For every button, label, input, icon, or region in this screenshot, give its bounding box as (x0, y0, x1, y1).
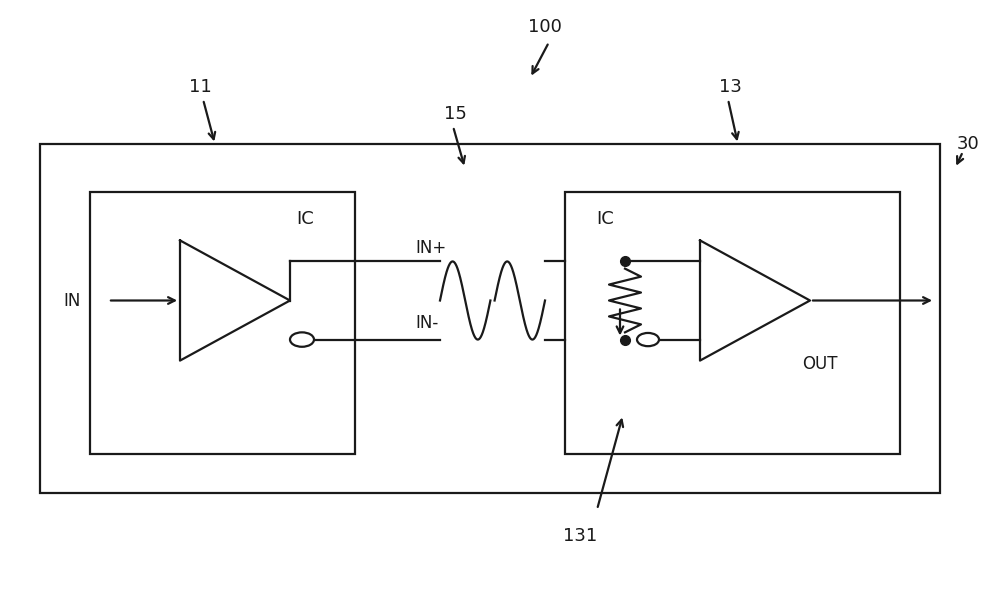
Text: OUT: OUT (802, 355, 838, 373)
Text: 131: 131 (563, 527, 597, 545)
Text: 11: 11 (189, 78, 211, 96)
Text: 30: 30 (957, 135, 979, 153)
Text: IN+: IN+ (415, 239, 446, 257)
Text: IN-: IN- (415, 314, 438, 332)
Text: 100: 100 (528, 18, 562, 36)
Bar (565, 192, 900, 454)
Bar (40, 144, 940, 493)
Circle shape (637, 333, 659, 346)
Text: IC: IC (296, 210, 314, 228)
Text: IC: IC (596, 210, 614, 228)
Text: IN: IN (63, 291, 81, 310)
Text: 15: 15 (444, 105, 466, 123)
Bar (90, 192, 355, 454)
Text: 13: 13 (719, 78, 741, 96)
Circle shape (290, 332, 314, 347)
